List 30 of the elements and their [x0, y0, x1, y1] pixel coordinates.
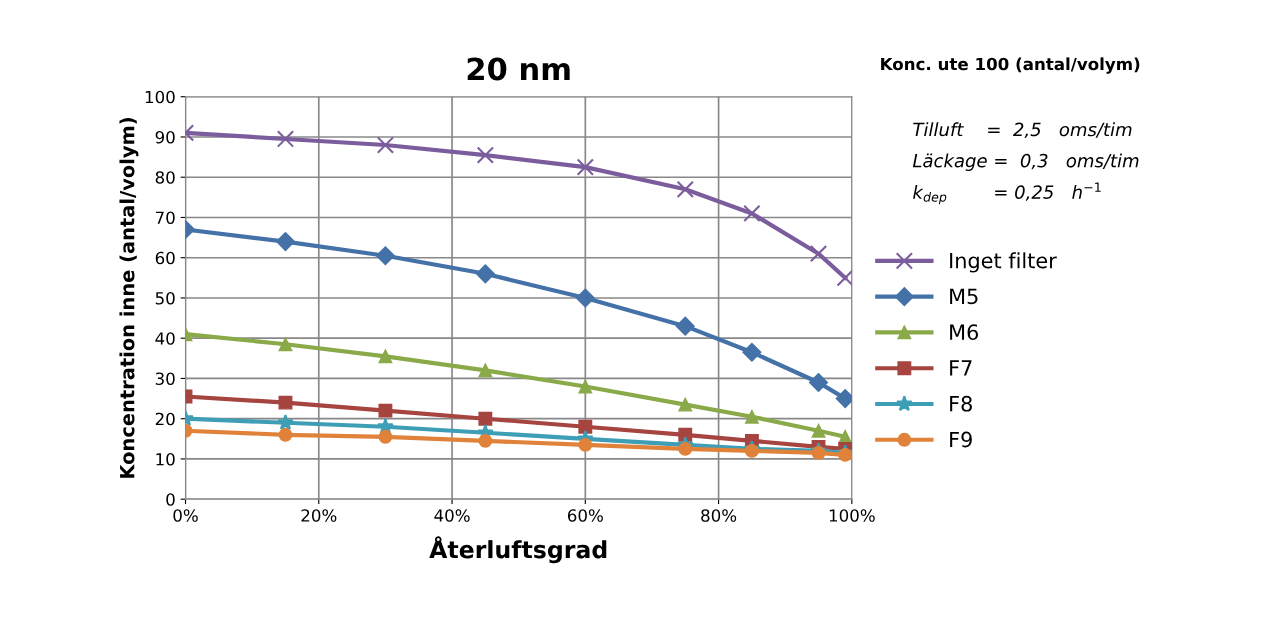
legend-label: M6	[950, 324, 979, 341]
y-tick-label: 0	[166, 493, 175, 506]
x-tick-label: 20%	[301, 509, 337, 522]
text: Tilluft = 2,5 oms/tim	[913, 122, 1132, 139]
legend-label: F7	[950, 360, 972, 376]
y-tick-label: 100	[145, 90, 175, 104]
y-tick-label: 20	[155, 412, 175, 426]
y-axis-title: Koncentration inne (antal/volym)	[119, 117, 139, 478]
x-tick-label: 100%	[829, 509, 875, 522]
legend-label: M5	[950, 288, 978, 305]
text: k$_{dep}$ = 0,25 h$^{−1}$	[913, 182, 1101, 205]
y-tick-label: 80	[155, 171, 175, 184]
legend-label: F9	[950, 431, 972, 448]
y-tick-label: 30	[155, 372, 175, 386]
y-tick-label: 10	[156, 452, 175, 466]
text: Läckage = 0,3 oms/tim	[912, 153, 1139, 171]
y-tick-label: 90	[155, 130, 175, 144]
x-tick-label: 0%	[173, 509, 198, 522]
y-tick-label: 40	[155, 332, 175, 345]
x-axis-title: Återluftsgrad	[429, 536, 607, 564]
text: Konc. ute 100 (antal/volym)	[881, 57, 1140, 74]
legend-label: Inget filter	[950, 252, 1057, 273]
chart-title: 20 nm	[467, 57, 570, 81]
x-tick-label: 40%	[434, 509, 470, 522]
x-tick-label: 80%	[701, 509, 737, 522]
y-tick-label: 50	[155, 291, 175, 305]
legend-label: F8	[950, 395, 972, 412]
x-tick-label: 60%	[567, 509, 603, 522]
y-tick-label: 60	[155, 251, 175, 265]
y-tick-label: 70	[155, 211, 175, 225]
